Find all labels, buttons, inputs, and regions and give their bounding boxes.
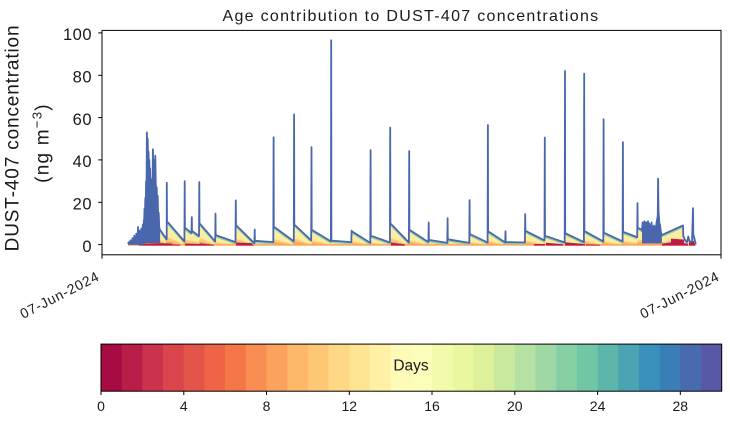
svg-text:16: 16 xyxy=(424,398,440,414)
svg-text:20: 20 xyxy=(73,196,92,214)
svg-text:8: 8 xyxy=(263,398,271,414)
svg-text:Days: Days xyxy=(393,358,429,375)
svg-text:40: 40 xyxy=(73,153,92,171)
svg-text:DUST-407 concentration: DUST-407 concentration xyxy=(3,25,24,252)
svg-text:0: 0 xyxy=(82,238,92,256)
svg-text:20: 20 xyxy=(507,398,523,414)
svg-text:80: 80 xyxy=(73,69,92,87)
svg-text:Age contribution to DUST-407 c: Age contribution to DUST-407 concentrati… xyxy=(223,8,600,25)
svg-text:0: 0 xyxy=(97,398,105,414)
svg-text:12: 12 xyxy=(342,398,358,414)
svg-text:100: 100 xyxy=(63,26,92,44)
svg-text:28: 28 xyxy=(673,398,689,414)
svg-text:(ng m−3): (ng m−3) xyxy=(30,103,54,183)
svg-text:60: 60 xyxy=(73,111,92,129)
svg-text:4: 4 xyxy=(180,398,188,414)
svg-text:24: 24 xyxy=(590,398,606,414)
